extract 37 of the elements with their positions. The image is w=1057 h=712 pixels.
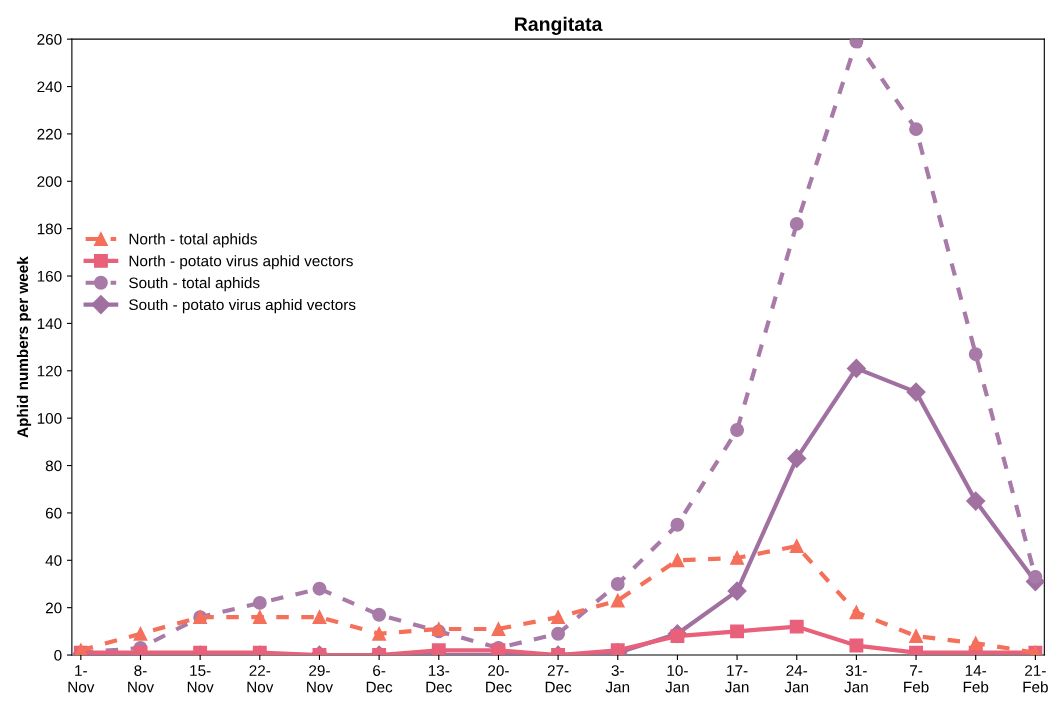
y-tick-label: 180 — [37, 223, 62, 235]
x-tick-label: 8- Nov — [128, 665, 155, 693]
x-tick-label: 1- Nov — [68, 665, 95, 693]
x-tick-label: 13- Dec — [426, 665, 452, 693]
x-tick-label: 3- Jan — [605, 665, 630, 693]
y-tick-label: 220 — [37, 128, 62, 140]
y-tick-label: 200 — [37, 176, 62, 187]
legend-label: North - potato virus aphid vectors — [129, 255, 353, 270]
x-tick-label: 27- Dec — [545, 665, 572, 693]
x-tick-label: 7- Feb — [904, 665, 929, 693]
x-tick-label: 29- Nov — [307, 665, 333, 693]
y-tick-label: 120 — [37, 365, 62, 377]
y-tick-label: 40 — [45, 555, 62, 566]
x-tick-label: 24- Jan — [784, 665, 809, 693]
x-tick-label: 10- Jan — [665, 665, 689, 693]
y-tick-label: 80 — [45, 460, 62, 472]
y-tick-label: 20 — [45, 602, 62, 614]
x-tick-label: 20- Dec — [486, 665, 512, 693]
x-tick-label: 6- Dec — [366, 665, 393, 693]
y-tick-label: 240 — [37, 81, 62, 93]
y-tick-label: 140 — [37, 318, 62, 330]
y-tick-label: 60 — [45, 507, 62, 519]
y-tick-label: 260 — [37, 34, 62, 45]
x-tick-label: 31- Jan — [844, 665, 868, 693]
x-tick-label: 22- Nov — [247, 665, 274, 693]
chart-title: Rangitata — [515, 16, 603, 35]
legend-label: South - potato virus aphid vectors — [129, 298, 356, 314]
x-tick-label: 17- Jan — [725, 665, 749, 693]
legend-label: North - total aphids — [129, 233, 257, 248]
x-tick-label: 15- Nov — [187, 665, 214, 693]
y-tick-label: 0 — [54, 649, 62, 661]
x-tick-label: 14- Feb — [963, 665, 989, 693]
y-tick-label: 100 — [37, 413, 62, 424]
legend-label: South - total aphids — [129, 277, 260, 292]
x-tick-label: 21- Feb — [1023, 665, 1048, 693]
y-tick-label: 160 — [37, 270, 62, 282]
y-axis-title: Aphid numbers per week — [16, 256, 32, 438]
